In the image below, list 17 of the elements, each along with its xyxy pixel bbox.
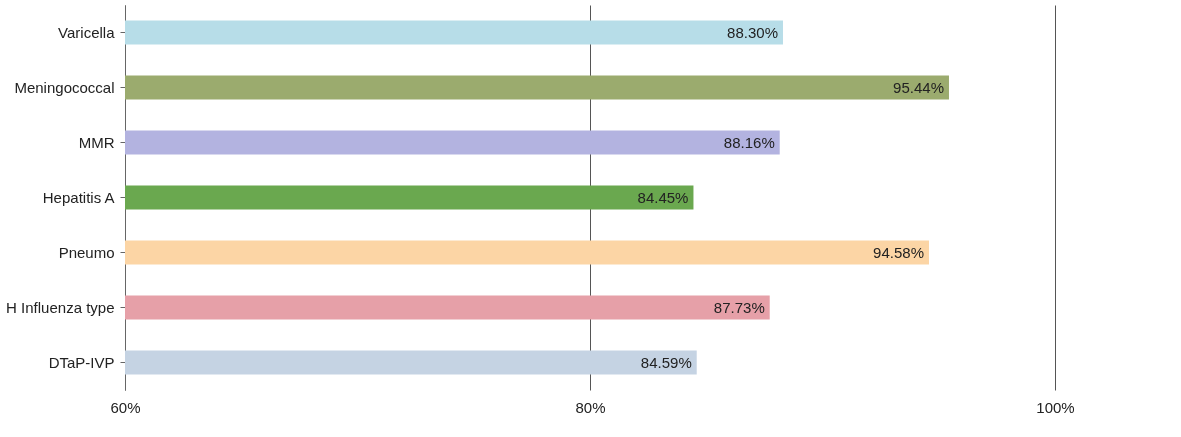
data-label: 95.44% <box>893 78 944 96</box>
y-tick-label: MMR <box>78 133 115 151</box>
y-tick-label: Pneumo <box>58 243 115 261</box>
x-tick-label: 100% <box>1036 398 1075 416</box>
x-tick-label: 60% <box>110 398 141 416</box>
y-tick-label: Meningococcal <box>14 78 115 96</box>
data-label: 88.16% <box>723 133 775 151</box>
y-tick-label: Hepatitis A <box>42 188 115 206</box>
data-label: 88.30% <box>727 23 778 41</box>
data-label: 84.59% <box>640 353 692 371</box>
data-label: 87.73% <box>713 298 765 316</box>
y-tick-label: Varicella <box>58 23 116 41</box>
y-tick-label: DTaP-IVP <box>48 353 115 371</box>
y-tick-label: H Influenza type <box>6 298 115 316</box>
x-tick-label: 80% <box>575 398 606 416</box>
data-label: 84.45% <box>637 188 689 206</box>
data-label: 94.58% <box>873 243 924 261</box>
